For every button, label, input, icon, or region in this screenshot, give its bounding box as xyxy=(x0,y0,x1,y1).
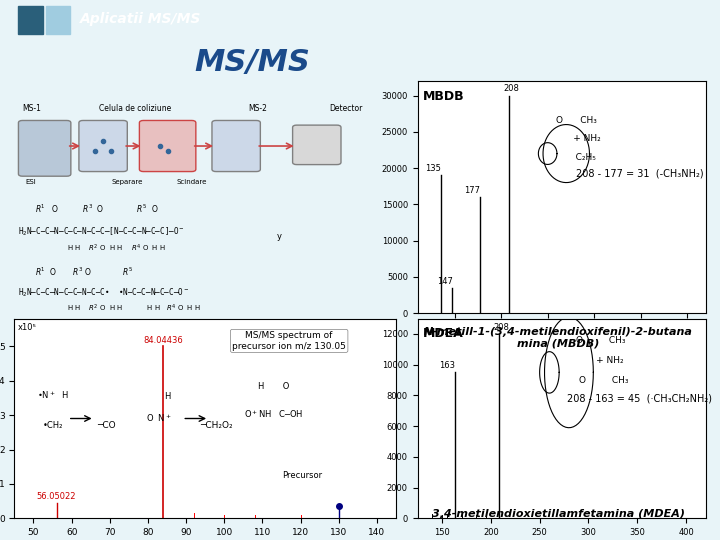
Text: •CH₂: •CH₂ xyxy=(42,422,63,430)
Text: MS-1: MS-1 xyxy=(22,104,41,113)
FancyBboxPatch shape xyxy=(140,120,196,172)
Text: MS-2: MS-2 xyxy=(248,104,267,113)
Text: 208 - 177 = 31  (-CH₃NH₂): 208 - 177 = 31 (-CH₃NH₂) xyxy=(576,169,703,179)
Text: MS/MS spectrum of
precursor ion m/z 130.05: MS/MS spectrum of precursor ion m/z 130.… xyxy=(233,331,346,350)
FancyBboxPatch shape xyxy=(292,125,341,165)
Text: MS/MS: MS/MS xyxy=(194,48,310,77)
Text: H       O: H O xyxy=(258,382,289,390)
Text: H: H xyxy=(164,392,170,401)
Text: •N$^+$  H: •N$^+$ H xyxy=(37,389,68,401)
Text: O$^+$NH   C─OH: O$^+$NH C─OH xyxy=(244,409,304,421)
Bar xyxy=(19,6,43,34)
Text: Separare: Separare xyxy=(112,179,143,185)
Text: O         CH₃: O CH₃ xyxy=(579,375,629,384)
Text: 84.04436: 84.04436 xyxy=(143,336,184,345)
Text: x10⁵: x10⁵ xyxy=(18,322,37,332)
Text: $R^1$  O       $R^3$ O             $R^5$: $R^1$ O $R^3$ O $R^5$ xyxy=(35,265,132,278)
Text: 177: 177 xyxy=(464,186,480,195)
Text: MDEA: MDEA xyxy=(423,327,464,340)
X-axis label: m/z: m/z xyxy=(553,338,570,347)
Text: H$_2$N─C─C─N─C─C─N─C─C•  •N─C─C─N─C─C─O$^-$: H$_2$N─C─C─N─C─C─N─C─C• •N─C─C─N─C─C─O$^… xyxy=(19,286,190,299)
Text: Aplicatii MS/MS: Aplicatii MS/MS xyxy=(79,12,201,26)
Text: + NH₂: + NH₂ xyxy=(576,355,624,364)
Text: 208: 208 xyxy=(503,84,519,93)
Text: 208: 208 xyxy=(494,323,510,332)
Text: 3,4-metilendioxietillamfetamina (MDEA): 3,4-metilendioxietillamfetamina (MDEA) xyxy=(431,509,685,519)
Text: Precursor: Precursor xyxy=(282,471,323,481)
Text: 56.05022: 56.05022 xyxy=(37,492,76,502)
Text: H H    $R^2$ O  H H           H H   $R^4$ O  H H: H H $R^2$ O H H H H $R^4$ O H H xyxy=(67,303,201,314)
Text: ─CO: ─CO xyxy=(96,422,115,430)
Text: H H    $R^2$ O  H H    $R^4$ O  H H: H H $R^2$ O H H $R^4$ O H H xyxy=(67,242,166,254)
Text: ESI: ESI xyxy=(25,179,36,185)
Text: $R^1$   O          $R^3$  O              $R^5$  O: $R^1$ O $R^3$ O $R^5$ O xyxy=(35,202,158,215)
FancyBboxPatch shape xyxy=(79,120,127,172)
Text: H$_2$N─C─C─N─C─C─N─C─C─[N─C─C─N─C─C]─O$^-$: H$_2$N─C─C─N─C─C─N─C─C─[N─C─C─N─C─C]─O$^… xyxy=(19,226,185,238)
Text: O         CH₃: O CH₃ xyxy=(576,335,626,345)
Text: 135: 135 xyxy=(426,164,441,173)
Text: 163: 163 xyxy=(439,361,455,370)
Text: O      CH₃: O CH₃ xyxy=(556,116,597,125)
Text: MBDB: MBDB xyxy=(423,90,465,103)
Text: y: y xyxy=(276,232,282,241)
Text: 208 - 163 = 45  (·CH₃CH₂NH₂): 208 - 163 = 45 (·CH₃CH₂NH₂) xyxy=(567,394,712,403)
Text: Celula de coliziune: Celula de coliziune xyxy=(99,104,171,113)
Text: Detector: Detector xyxy=(329,104,362,113)
Text: ─CH₂O₂: ─CH₂O₂ xyxy=(200,422,233,430)
Bar xyxy=(46,6,71,34)
Text: + NH₂: + NH₂ xyxy=(556,134,600,144)
Text: N-metill-1-(3,4-metilendioxifenil)-2-butana
mina (MBDB): N-metill-1-(3,4-metilendioxifenil)-2-but… xyxy=(423,327,693,348)
Text: C₂H₅: C₂H₅ xyxy=(567,153,596,162)
Text: O  N$^+$: O N$^+$ xyxy=(146,413,172,424)
Text: Scindare: Scindare xyxy=(176,179,207,185)
FancyBboxPatch shape xyxy=(212,120,261,172)
FancyBboxPatch shape xyxy=(19,120,71,176)
Text: 147: 147 xyxy=(436,276,452,286)
